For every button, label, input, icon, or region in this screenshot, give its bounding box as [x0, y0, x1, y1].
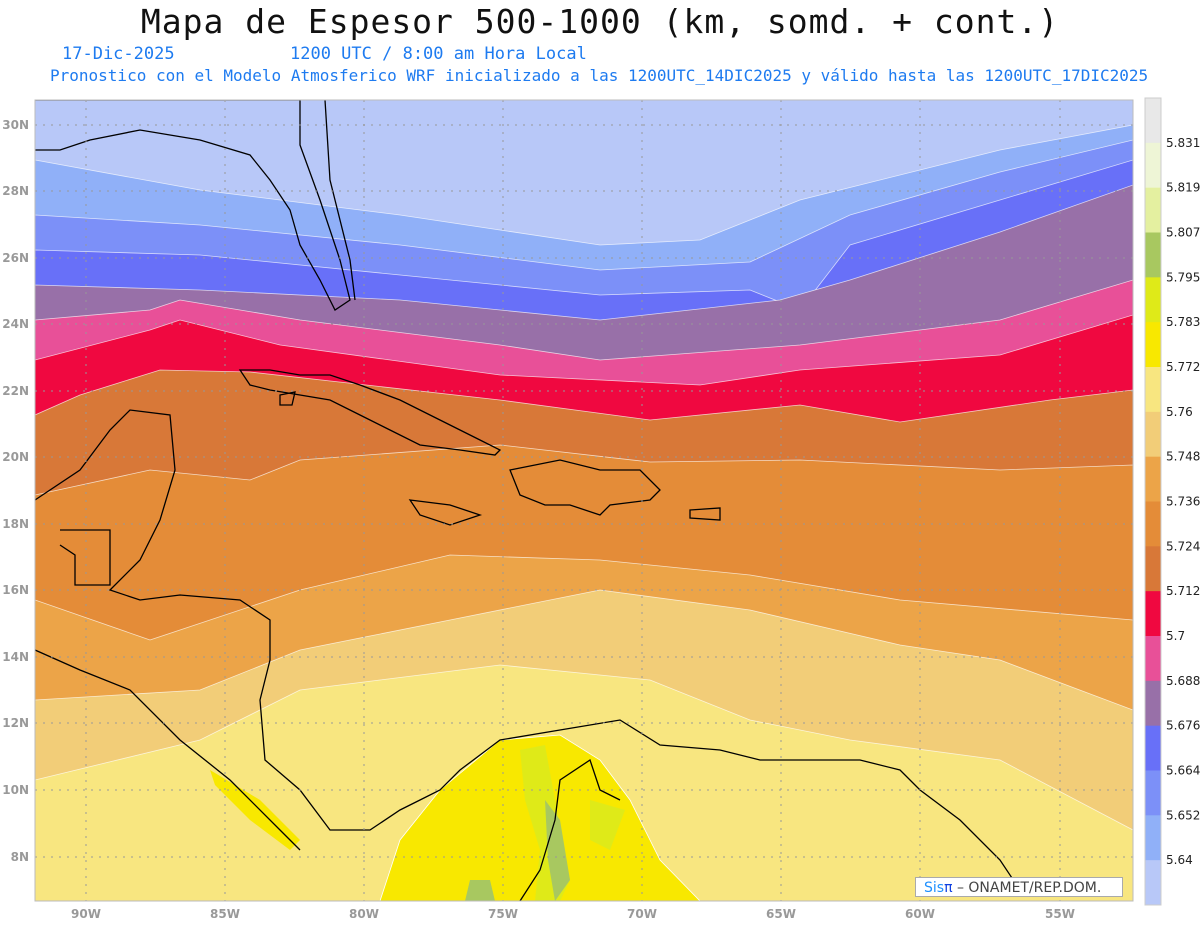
lat-tick-label: 22N [2, 384, 29, 398]
colorbar: 5.831 5.819 5.807 5.795 5.783 5.772 5.76 5.748 5… [1144, 97, 1200, 906]
coastlines [35, 100, 1021, 901]
forecast-subtitle: Pronostico con el Modelo Atmosferico WRF… [50, 66, 1149, 85]
colorbar-swatch [1145, 322, 1161, 368]
colorbar-swatch [1145, 591, 1161, 637]
coastline [519, 758, 621, 901]
colorbar-label: 5.772 [1166, 360, 1200, 374]
colorbar-swatch [1145, 98, 1161, 144]
colorbar-label: 5.795 [1166, 270, 1200, 284]
colorbar-swatch [1145, 636, 1161, 682]
colorbar-swatch [1145, 770, 1161, 816]
lon-tick-label: 55W [1045, 907, 1075, 921]
grid-lines [35, 100, 1133, 901]
lat-tick-label: 10N [2, 783, 29, 797]
colorbar-swatch [1145, 546, 1161, 592]
colorbar-label: 5.807 [1166, 226, 1200, 240]
coastline [408, 499, 483, 526]
colorbar-label: 5.64 [1166, 853, 1193, 867]
colorbar-label: 5.831 [1166, 136, 1200, 150]
colorbar-label: 5.652 [1166, 808, 1200, 822]
lat-tick-label: 24N [2, 317, 29, 331]
coastline [324, 100, 356, 301]
map-title: Mapa de Espesor 500-1000 (km, somd. + co… [140, 2, 1060, 41]
lon-tick-label: 85W [210, 907, 240, 921]
coastline [35, 100, 351, 311]
lat-tick-label: 28N [2, 184, 29, 198]
credit-pi: π [944, 880, 953, 896]
lon-tick-label: 80W [349, 907, 379, 921]
credit-box: Sisπ – ONAMET/REP.DOM. [915, 877, 1123, 897]
colorbar-swatch [1145, 725, 1161, 771]
thickness-contours [35, 100, 1133, 901]
colorbar-swatch [1145, 815, 1161, 861]
colorbar-label: 5.76 [1166, 405, 1193, 419]
thickness-band [210, 770, 300, 850]
lon-tick-label: 70W [627, 907, 657, 921]
coastline [35, 409, 1021, 891]
colorbar-swatch [1145, 680, 1161, 727]
colorbar-swatch [1145, 367, 1161, 413]
map-frame [34, 99, 1134, 902]
colorbar-swatch [1145, 501, 1161, 547]
coastline [509, 459, 661, 516]
lon-tick-label: 75W [488, 907, 518, 921]
colorbar-label: 5.7 [1166, 629, 1185, 643]
colorbar-label: 5.712 [1166, 584, 1200, 598]
colorbar-label: 5.783 [1166, 315, 1200, 329]
forecast-date: 17-Dic-2025 [62, 44, 175, 64]
lat-tick-label: 8N [11, 850, 29, 864]
lat-tick-label: 20N [2, 450, 29, 464]
colorbar-label: 5.724 [1166, 539, 1200, 553]
coastline [279, 391, 296, 406]
colorbar-swatch [1145, 187, 1161, 233]
lat-tick-label: 30N [2, 118, 29, 132]
credit-text: – ONAMET/REP.DOM. [952, 880, 1102, 896]
colorbar-frame [1144, 97, 1162, 906]
lat-tick-label: 12N [2, 716, 29, 730]
colorbar-label: 5.676 [1166, 719, 1200, 733]
colorbar-swatch [1145, 142, 1161, 189]
coastline [59, 529, 111, 586]
lon-tick-label: 60W [905, 907, 935, 921]
coastline [689, 507, 721, 521]
coastline [238, 369, 502, 456]
lon-tick-label: 90W [71, 907, 101, 921]
colorbar-swatch [1145, 411, 1161, 458]
colorbar-swatch [1145, 860, 1161, 906]
colorbar-label: 5.748 [1166, 450, 1200, 464]
lat-tick-label: 26N [2, 251, 29, 265]
forecast-time: 1200 UTC / 8:00 am Hora Local [290, 44, 587, 64]
thickness-band [590, 800, 625, 850]
lat-tick-label: 16N [2, 583, 29, 597]
lat-tick-label: 14N [2, 650, 29, 664]
coastline [35, 649, 301, 851]
colorbar-label: 5.688 [1166, 674, 1200, 688]
lon-tick-label: 65W [766, 907, 796, 921]
colorbar-label: 5.664 [1166, 764, 1200, 778]
colorbar-swatch [1145, 456, 1161, 502]
credit-sis: Sis [924, 880, 945, 896]
colorbar-swatch [1145, 277, 1161, 323]
thickness-band [545, 800, 570, 901]
colorbar-label: 5.819 [1166, 181, 1200, 195]
colorbar-swatch [1145, 232, 1161, 278]
lat-tick-label: 18N [2, 517, 29, 531]
colorbar-label: 5.736 [1166, 495, 1200, 509]
thickness-band [465, 880, 495, 901]
